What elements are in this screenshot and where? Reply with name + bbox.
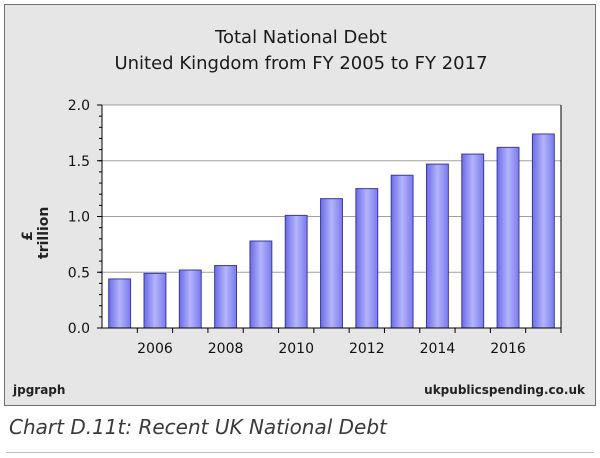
x-tick-label: 2008	[208, 341, 244, 357]
bar-2005	[108, 278, 132, 329]
chart-plot: 0.0 0.5 1.0 1.5 2.0 2006 2008 2010 2012 2014 2016	[68, 98, 562, 357]
bar-2015	[461, 153, 485, 329]
footer-credit-left: jpgraph	[13, 383, 66, 397]
bar-2006	[143, 272, 167, 329]
bar-2008	[214, 265, 238, 329]
y-tick-label: 1.5	[68, 154, 90, 170]
y-tick-label: 0.5	[68, 265, 90, 281]
chart-subtitle: United Kingdom from FY 2005 to FY 2017	[114, 53, 488, 74]
bar-2011	[320, 198, 343, 329]
x-tick-label: 2016	[490, 341, 526, 357]
footer-credit-right: ukpublicspending.co.uk	[424, 383, 585, 397]
y-tick-label: 0.0	[68, 321, 90, 337]
chart-title: Total National Debt	[215, 27, 387, 48]
caption-divider	[6, 452, 594, 453]
y-tick-label: 2.0	[68, 98, 90, 114]
bar-2014	[425, 163, 449, 329]
chart-frame: Total National Debt United Kingdom from …	[4, 4, 596, 406]
bar-2016	[496, 146, 520, 329]
bar-2010	[284, 214, 308, 329]
figure-caption: Chart D.11t: Recent UK National Debt	[9, 415, 387, 439]
x-tick-label: 2014	[420, 341, 456, 357]
x-tick-label: 2006	[137, 341, 173, 357]
bar-2013	[390, 174, 414, 329]
bar-2009	[249, 240, 273, 329]
bar-2012	[355, 188, 379, 329]
y-axis-label: £ trillion	[20, 206, 52, 259]
bar-2007	[178, 269, 202, 329]
x-tick-label: 2010	[278, 341, 314, 357]
x-tick-label: 2012	[349, 341, 385, 357]
bar-2017	[531, 133, 555, 329]
y-tick-label: 1.0	[68, 210, 90, 226]
